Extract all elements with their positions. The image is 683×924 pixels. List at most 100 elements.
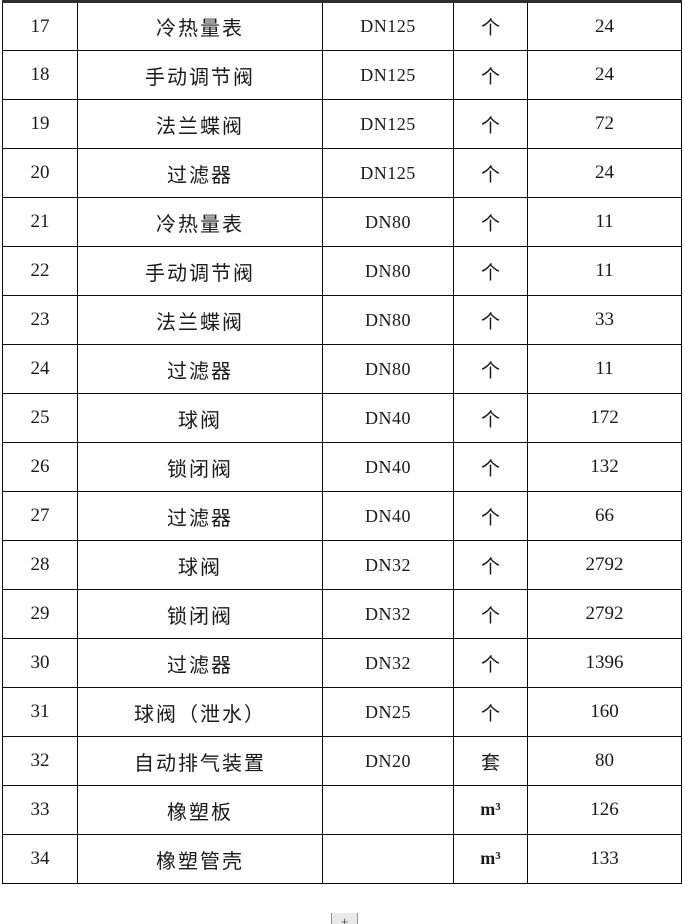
cell-spec[interactable]: DN125 [322,99,454,149]
cell-unit[interactable]: 个 [453,295,528,345]
cell-quantity[interactable]: 1396 [527,638,682,688]
cell-quantity[interactable]: 80 [527,736,682,786]
cell-name[interactable]: 手动调节阀 [77,246,323,296]
cell-spec[interactable] [322,834,454,884]
cell-serial[interactable]: 29 [2,589,78,639]
cell-serial[interactable]: 25 [2,393,78,443]
name-text: 过滤器 [167,360,233,383]
cell-name[interactable]: 法兰蝶阀 [77,99,323,149]
cell-name[interactable]: 橡塑管壳 [77,834,323,884]
cell-quantity[interactable]: 2792 [527,589,682,639]
cell-quantity[interactable]: 11 [527,197,682,247]
cell-quantity[interactable]: 133 [527,834,682,884]
cell-unit[interactable]: 个 [453,491,528,541]
cell-name[interactable]: 冷热量表 [77,197,323,247]
cell-unit[interactable]: 个 [453,638,528,688]
cell-name[interactable]: 手动调节阀 [77,50,323,100]
cell-unit[interactable]: 个 [453,540,528,590]
cell-name[interactable]: 过滤器 [77,638,323,688]
cell-quantity[interactable]: 11 [527,246,682,296]
cell-name[interactable]: 橡塑板 [77,785,323,835]
cell-serial[interactable]: 17 [2,1,78,51]
cell-unit[interactable]: 个 [453,442,528,492]
cell-serial[interactable]: 22 [2,246,78,296]
cell-unit[interactable]: 个 [453,687,528,737]
add-row-button[interactable]: + [331,913,358,924]
cell-name[interactable]: 锁闭阀 [77,589,323,639]
cell-unit[interactable]: m³ [453,834,528,884]
cell-quantity[interactable]: 66 [527,491,682,541]
spec-text: DN125 [360,162,416,183]
cell-spec[interactable]: DN80 [322,344,454,394]
cell-quantity[interactable]: 132 [527,442,682,492]
cell-quantity[interactable]: 24 [527,1,682,51]
cell-name[interactable]: 过滤器 [77,491,323,541]
cell-unit[interactable]: 个 [453,589,528,639]
serial-text: 28 [30,554,50,575]
cell-unit[interactable]: 个 [453,99,528,149]
cell-spec[interactable]: DN32 [322,589,454,639]
cell-unit[interactable]: 个 [453,1,528,51]
cell-spec[interactable]: DN40 [322,442,454,492]
cell-quantity[interactable]: 72 [527,99,682,149]
cell-name[interactable]: 过滤器 [77,148,323,198]
cell-spec[interactable]: DN40 [322,393,454,443]
cell-spec[interactable]: DN80 [322,295,454,345]
unit-text: 个 [480,654,500,676]
cell-quantity[interactable]: 126 [527,785,682,835]
cell-unit[interactable]: 个 [453,344,528,394]
cell-unit[interactable]: 个 [453,50,528,100]
name-text: 橡塑管壳 [156,850,244,873]
cell-spec[interactable]: DN32 [322,638,454,688]
cell-quantity[interactable]: 160 [527,687,682,737]
cell-serial[interactable]: 32 [2,736,78,786]
cell-serial[interactable]: 33 [2,785,78,835]
cell-spec[interactable]: DN20 [322,736,454,786]
cell-quantity[interactable]: 172 [527,393,682,443]
cell-serial[interactable]: 19 [2,99,78,149]
cell-serial[interactable]: 23 [2,295,78,345]
cell-serial[interactable]: 34 [2,834,78,884]
cell-unit[interactable]: 个 [453,197,528,247]
cell-quantity[interactable]: 24 [527,148,682,198]
cell-spec[interactable]: DN80 [322,246,454,296]
cell-serial[interactable]: 24 [2,344,78,394]
cell-unit[interactable]: m³ [453,785,528,835]
cell-name[interactable]: 过滤器 [77,344,323,394]
cell-serial[interactable]: 21 [2,197,78,247]
cell-spec[interactable]: DN125 [322,50,454,100]
cell-serial[interactable]: 18 [2,50,78,100]
cell-quantity[interactable]: 2792 [527,540,682,590]
cell-name[interactable]: 自动排气装置 [77,736,323,786]
cell-spec[interactable]: DN80 [322,197,454,247]
unit-text: m³ [480,848,501,868]
cell-serial[interactable]: 26 [2,442,78,492]
quantity-text: 72 [595,113,614,134]
table-row: 19 法兰蝶阀 DN125 个 72 [2,99,682,149]
cell-name[interactable]: 球阀（泄水） [77,687,323,737]
cell-name[interactable]: 冷热量表 [77,1,323,51]
cell-name[interactable]: 锁闭阀 [77,442,323,492]
cell-unit[interactable]: 套 [453,736,528,786]
cell-quantity[interactable]: 11 [527,344,682,394]
cell-spec[interactable]: DN32 [322,540,454,590]
cell-name[interactable]: 球阀 [77,393,323,443]
cell-serial[interactable]: 20 [2,148,78,198]
cell-quantity[interactable]: 33 [527,295,682,345]
cell-name[interactable]: 球阀 [77,540,323,590]
cell-spec[interactable] [322,785,454,835]
cell-spec[interactable]: DN40 [322,491,454,541]
cell-name[interactable]: 法兰蝶阀 [77,295,323,345]
cell-serial[interactable]: 27 [2,491,78,541]
cell-unit[interactable]: 个 [453,393,528,443]
quantity-text: 132 [590,456,619,477]
cell-serial[interactable]: 31 [2,687,78,737]
cell-unit[interactable]: 个 [453,148,528,198]
cell-serial[interactable]: 30 [2,638,78,688]
cell-quantity[interactable]: 24 [527,50,682,100]
cell-spec[interactable]: DN25 [322,687,454,737]
cell-spec[interactable]: DN125 [322,1,454,51]
cell-unit[interactable]: 个 [453,246,528,296]
cell-spec[interactable]: DN125 [322,148,454,198]
cell-serial[interactable]: 28 [2,540,78,590]
